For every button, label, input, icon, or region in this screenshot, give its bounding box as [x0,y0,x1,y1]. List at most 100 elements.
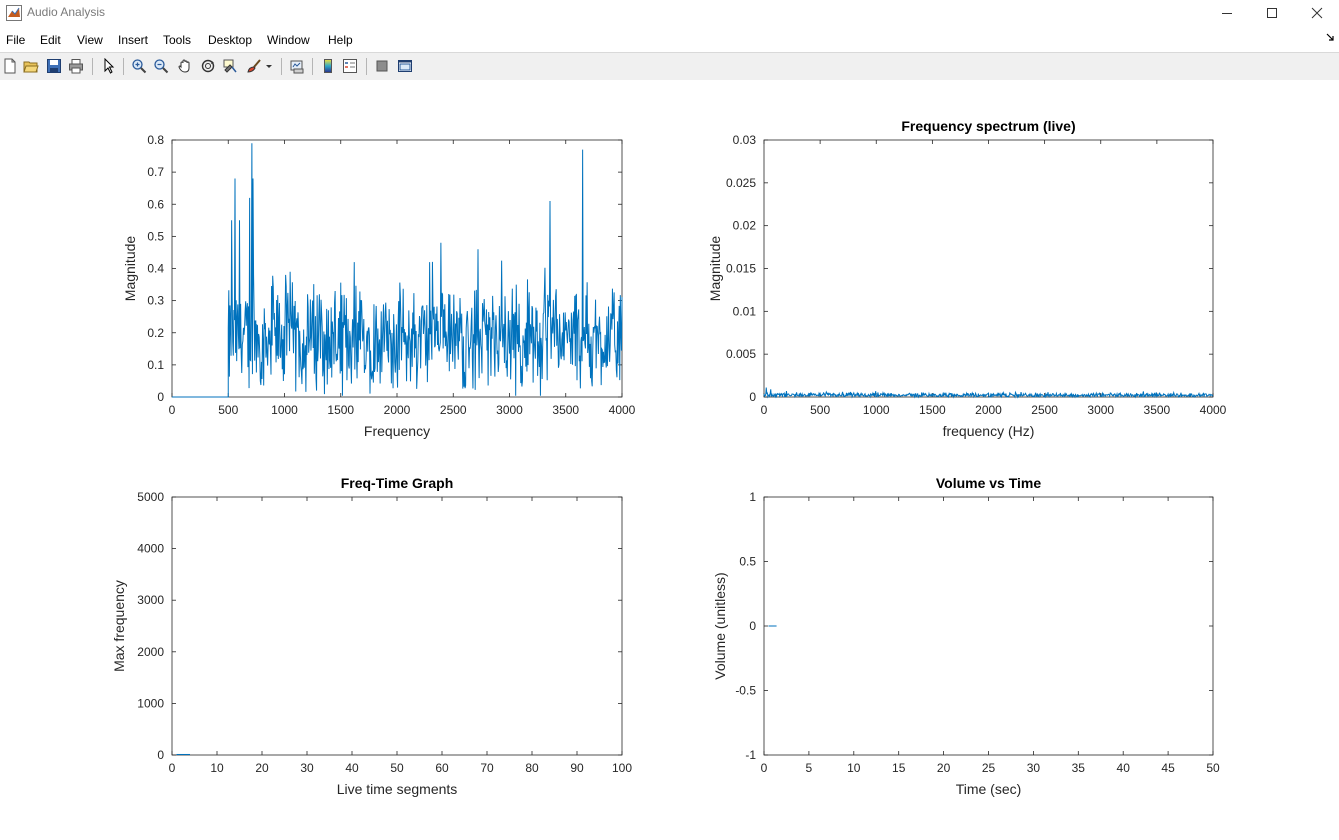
brush-dropdown[interactable] [263,57,275,75]
y-tick-label: 0 [157,390,164,404]
x-tick-label: 3500 [552,403,579,417]
y-axis-label: Volume (unitless) [712,572,728,679]
x-tick-label: 2000 [975,403,1002,417]
menu-tools[interactable]: Tools [163,33,192,47]
x-tick-label: 45 [1161,761,1175,775]
insert-legend-icon [343,59,357,73]
menu-file[interactable]: File [6,33,26,47]
x-axis-label: Live time segments [337,781,458,797]
edit-plot-icon [104,58,115,74]
y-axis-label: Magnitude [707,236,723,302]
dock-arrow-icon[interactable] [1326,33,1335,42]
axes-title: Freq-Time Graph [341,475,454,491]
x-tick-label: 10 [847,761,861,775]
zoom-out-icon [154,59,169,74]
y-tick-label: -0.5 [735,684,756,698]
x-tick-label: 0 [761,761,768,775]
x-axis-label: Time (sec) [956,781,1022,797]
x-tick-label: 1500 [327,403,354,417]
minimize-button[interactable] [1204,0,1250,26]
print-button[interactable] [67,57,85,75]
y-tick-label: 0.03 [733,133,757,147]
menu-window[interactable]: Window [267,33,310,47]
x-tick-label: 0 [169,761,176,775]
insert-colorbar-icon [324,59,332,73]
x-tick-label: 50 [1206,761,1220,775]
insert-colorbar-button[interactable] [319,57,337,75]
pan-icon [178,59,190,73]
open-file-button[interactable] [22,57,40,75]
hide-plot-tools-button[interactable] [373,57,391,75]
y-axis-label: Magnitude [122,236,138,302]
x-tick-label: 2000 [384,403,411,417]
print-icon [69,59,83,74]
link-plot-button[interactable] [288,57,306,75]
x-axis-label: Frequency [364,423,430,439]
x-tick-label: 70 [480,761,494,775]
axes-1[interactable]: 0 500 1000 1500 2000 2500 3000 3500 4000 0 0.1 0.2 0… [122,133,636,439]
data-cursor-button[interactable] [221,57,239,75]
y-tick-label: 1 [749,490,756,504]
y-tick-label: 0.8 [147,133,164,147]
pan-button[interactable] [176,57,194,75]
y-tick-label: 0.02 [733,219,757,233]
x-tick-label: 1000 [863,403,890,417]
y-tick-label: 0.4 [147,262,164,276]
y-tick-label: 0.2 [147,326,164,340]
x-tick-label: 4000 [1200,403,1227,417]
x-tick-label: 60 [435,761,449,775]
x-tick-label: 4000 [609,403,636,417]
figure-canvas: 0 500 1000 1500 2000 2500 3000 3500 4000 0 0.1 0.2 0… [0,80,1339,835]
axes-2[interactable]: 0 500 1000 1500 2000 2500 3000 3500 4000 0 0.005 0.… [707,118,1227,439]
x-tick-label: 40 [345,761,359,775]
y-tick-label: 0.5 [147,229,164,243]
save-button[interactable] [45,57,63,75]
zoom-in-button[interactable] [130,57,148,75]
link-plot-icon [290,60,304,74]
x-tick-label: 20 [937,761,951,775]
axes-title: Frequency spectrum (live) [901,118,1075,134]
x-tick-label: 40 [1117,761,1131,775]
x-tick-label: 25 [982,761,996,775]
axes-3[interactable]: 0 10 20 30 40 50 60 70 80 90 100010002000300040005… [111,475,632,797]
x-tick-label: 35 [1072,761,1086,775]
edit-plot-button[interactable] [100,57,118,75]
y-tick-label: 0.3 [147,294,164,308]
zoom-out-button[interactable] [152,57,170,75]
y-tick-label: 5000 [137,490,164,504]
data-cursor-icon [223,59,237,73]
menu-view[interactable]: View [77,33,103,47]
close-icon [1311,7,1323,19]
x-tick-label: 10 [210,761,224,775]
x-tick-label: 1000 [271,403,298,417]
new-figure-button[interactable] [1,57,19,75]
y-tick-label: 0 [749,390,756,404]
menu-help[interactable]: Help [328,33,353,47]
menu-desktop[interactable]: Desktop [208,33,253,47]
y-tick-label: 3000 [137,593,164,607]
window-title: Audio Analysis [27,5,106,19]
y-tick-label: 0.6 [147,197,164,211]
axes-4[interactable]: 0 5 10 15 20 25 30 35 40 45 50 -1 -0.5 0 0.5 1 Volume vs… [712,475,1220,797]
rotate-3d-button[interactable] [199,57,217,75]
title-bar: Audio Analysis [0,0,1339,26]
menu-edit[interactable]: Edit [40,33,61,47]
x-tick-label: 3000 [496,403,523,417]
save-icon [47,59,61,73]
maximize-button[interactable] [1249,0,1295,26]
x-tick-label: 100 [612,761,632,775]
brush-icon [247,59,261,73]
y-tick-label: 2000 [137,645,164,659]
show-plot-tools-button[interactable] [396,57,414,75]
menu-insert[interactable]: Insert [118,33,149,47]
close-button[interactable] [1294,0,1339,26]
brush-button[interactable] [245,57,263,75]
show-plot-tools-icon [398,60,412,72]
y-tick-label: 0.5 [739,555,756,569]
x-tick-label: 500 [810,403,830,417]
x-tick-label: 0 [169,403,176,417]
insert-legend-button[interactable] [341,57,359,75]
x-tick-label: 5 [806,761,813,775]
y-tick-label: 0.025 [726,176,756,190]
x-tick-label: 50 [390,761,404,775]
